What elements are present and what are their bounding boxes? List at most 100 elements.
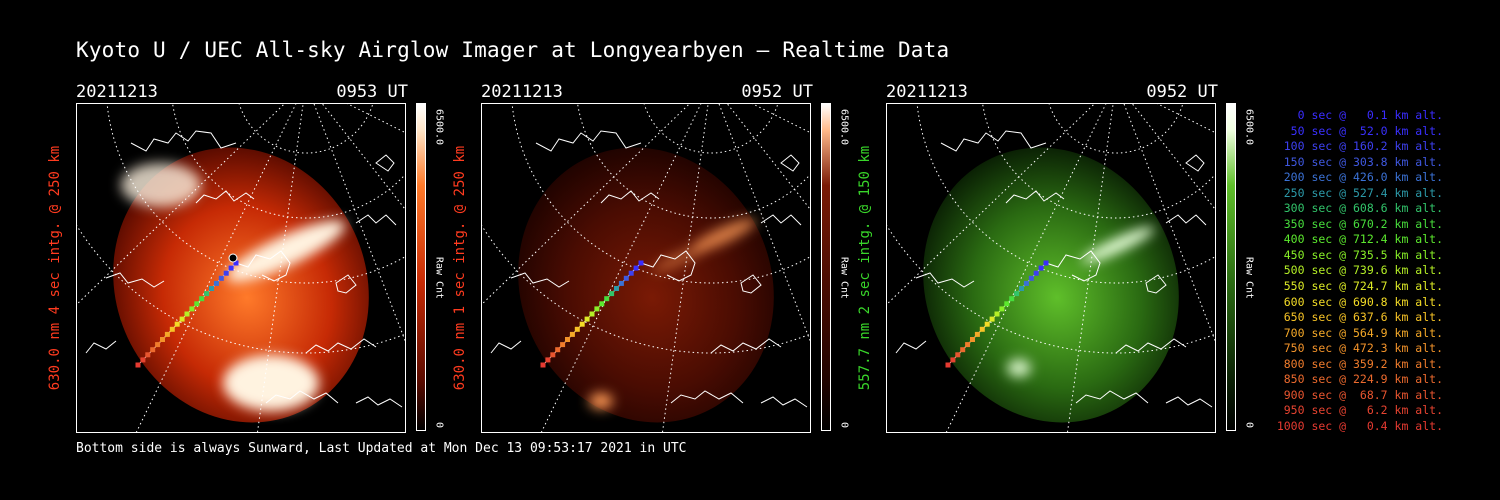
altitude-legend-row: 200 sec @ 426.0 km alt.	[1283, 170, 1443, 185]
panel-date: 20211213	[886, 82, 968, 102]
track-marker	[970, 337, 975, 342]
panel-date: 20211213	[481, 82, 563, 102]
satellite-track	[135, 260, 239, 368]
colorbar-min: 0	[838, 421, 850, 429]
allsky-image	[76, 103, 406, 433]
track-marker	[560, 342, 566, 348]
colorbar-max: 6500.0	[433, 108, 445, 146]
colorbar	[821, 103, 831, 431]
track-marker	[618, 280, 624, 286]
track-marker	[599, 301, 605, 307]
allsky-image-graphic	[481, 103, 811, 433]
track-marker	[184, 311, 190, 317]
altitude-legend-row: 400 sec @ 712.4 km alt.	[1283, 232, 1443, 247]
colorbar-max: 6500.0	[1243, 108, 1255, 146]
colorbar-unit: Raw Cnt	[838, 256, 850, 300]
track-marker	[555, 347, 561, 353]
altitude-legend-row: 0 sec @ 0.1 km alt.	[1297, 108, 1443, 122]
track-marker	[569, 331, 575, 337]
altitude-legend-row: 350 sec @ 670.2 km alt.	[1283, 216, 1443, 231]
colorbar-labels: 6500.0 Raw Cnt 0	[1238, 103, 1260, 433]
track-marker	[955, 352, 961, 358]
track-marker	[1019, 286, 1024, 291]
track-marker	[199, 296, 205, 302]
colorbar-unit: Raw Cnt	[1243, 256, 1255, 300]
track-marker	[1014, 291, 1020, 297]
track-marker	[540, 362, 546, 368]
track-marker	[579, 321, 585, 327]
allsky-image-graphic	[886, 103, 1216, 433]
aurora-emission	[589, 218, 756, 409]
colorbar-min: 0	[433, 421, 445, 429]
altitude-legend-row: 150 sec @ 303.8 km alt.	[1283, 154, 1443, 169]
track-marker	[160, 337, 165, 342]
footer-status: Bottom side is always Sunward, Last Upda…	[76, 441, 687, 456]
altitude-legend-row: 900 sec @ 68.7 km alt.	[1283, 387, 1443, 402]
track-marker	[623, 275, 629, 281]
panel-date: 20211213	[76, 82, 158, 102]
track-marker	[589, 311, 595, 317]
track-marker	[1043, 260, 1049, 266]
altitude-legend-row: 50 sec @ 52.0 km alt.	[1290, 123, 1443, 138]
altitude-legend-row: 750 sec @ 472.3 km alt.	[1283, 341, 1443, 356]
track-marker	[1023, 280, 1029, 286]
colorbar	[416, 103, 426, 431]
colorbar-unit: Raw Cnt	[433, 256, 445, 300]
panel-time: 0952 UT	[1146, 82, 1218, 102]
track-marker	[604, 296, 610, 302]
track-marker	[584, 316, 590, 322]
track-marker	[614, 286, 619, 291]
track-marker	[218, 275, 224, 281]
track-marker	[1038, 265, 1044, 271]
panel-label: 557.7 nm 2 sec intg. @ 150 km	[857, 145, 873, 391]
panel-time: 0953 UT	[336, 82, 408, 102]
track-marker	[223, 270, 229, 276]
altitude-legend-row: 600 sec @ 690.8 km alt.	[1283, 294, 1443, 309]
track-marker	[228, 265, 234, 271]
altitude-legend-row: 700 sec @ 564.9 km alt.	[1283, 325, 1443, 340]
image-panel-2: 20211213 0952 UT 630.0 nm 1 sec intg. @ …	[452, 78, 876, 433]
track-marker	[950, 357, 956, 363]
altitude-legend-row: 450 sec @ 735.5 km alt.	[1283, 247, 1443, 262]
satellite-track	[945, 260, 1049, 368]
track-marker	[628, 270, 634, 276]
track-marker	[1033, 270, 1039, 276]
track-marker	[150, 347, 156, 353]
altitude-legend-row: 300 sec @ 608.6 km alt.	[1283, 201, 1443, 216]
allsky-image	[886, 103, 1216, 433]
panel-label: 630.0 nm 1 sec intg. @ 250 km	[452, 145, 468, 391]
track-marker	[594, 306, 600, 312]
track-marker	[565, 337, 570, 342]
station-marker	[228, 253, 238, 263]
image-frame	[886, 103, 1216, 433]
track-marker	[155, 342, 161, 348]
altitude-legend: 0 sec @ 0.1 km alt. 50 sec @ 52.0 km alt.…	[1277, 108, 1443, 434]
track-marker	[999, 306, 1005, 312]
track-marker	[1009, 296, 1015, 302]
colorbar-max: 6500.0	[838, 108, 850, 146]
track-marker	[1028, 275, 1034, 281]
track-marker	[550, 352, 556, 358]
track-marker	[965, 342, 971, 348]
altitude-legend-row: 950 sec @ 6.2 km alt.	[1283, 403, 1443, 418]
image-panel-3: 20211213 0952 UT 557.7 nm 2 sec intg. @ …	[857, 78, 1281, 433]
image-frame	[76, 103, 406, 433]
aurora-emission	[1007, 226, 1155, 377]
altitude-legend-row: 250 sec @ 527.4 km alt.	[1283, 185, 1443, 200]
altitude-legend-row: 800 sec @ 359.2 km alt.	[1283, 356, 1443, 371]
satellite-track	[540, 260, 644, 368]
track-marker	[169, 326, 175, 332]
track-marker	[194, 301, 200, 307]
coastline	[895, 130, 1213, 408]
aurora-emission	[121, 163, 346, 411]
track-marker	[233, 260, 239, 266]
airglow-disk	[518, 147, 774, 423]
track-marker	[989, 316, 995, 322]
track-marker	[945, 362, 951, 368]
image-panel-1: 20211213 0953 UT 630.0 nm 4 sec intg. @ …	[47, 78, 471, 433]
track-marker	[174, 321, 180, 327]
track-marker	[984, 321, 990, 327]
allsky-image	[481, 103, 811, 433]
airglow-disk	[923, 147, 1179, 423]
track-marker	[609, 291, 615, 297]
